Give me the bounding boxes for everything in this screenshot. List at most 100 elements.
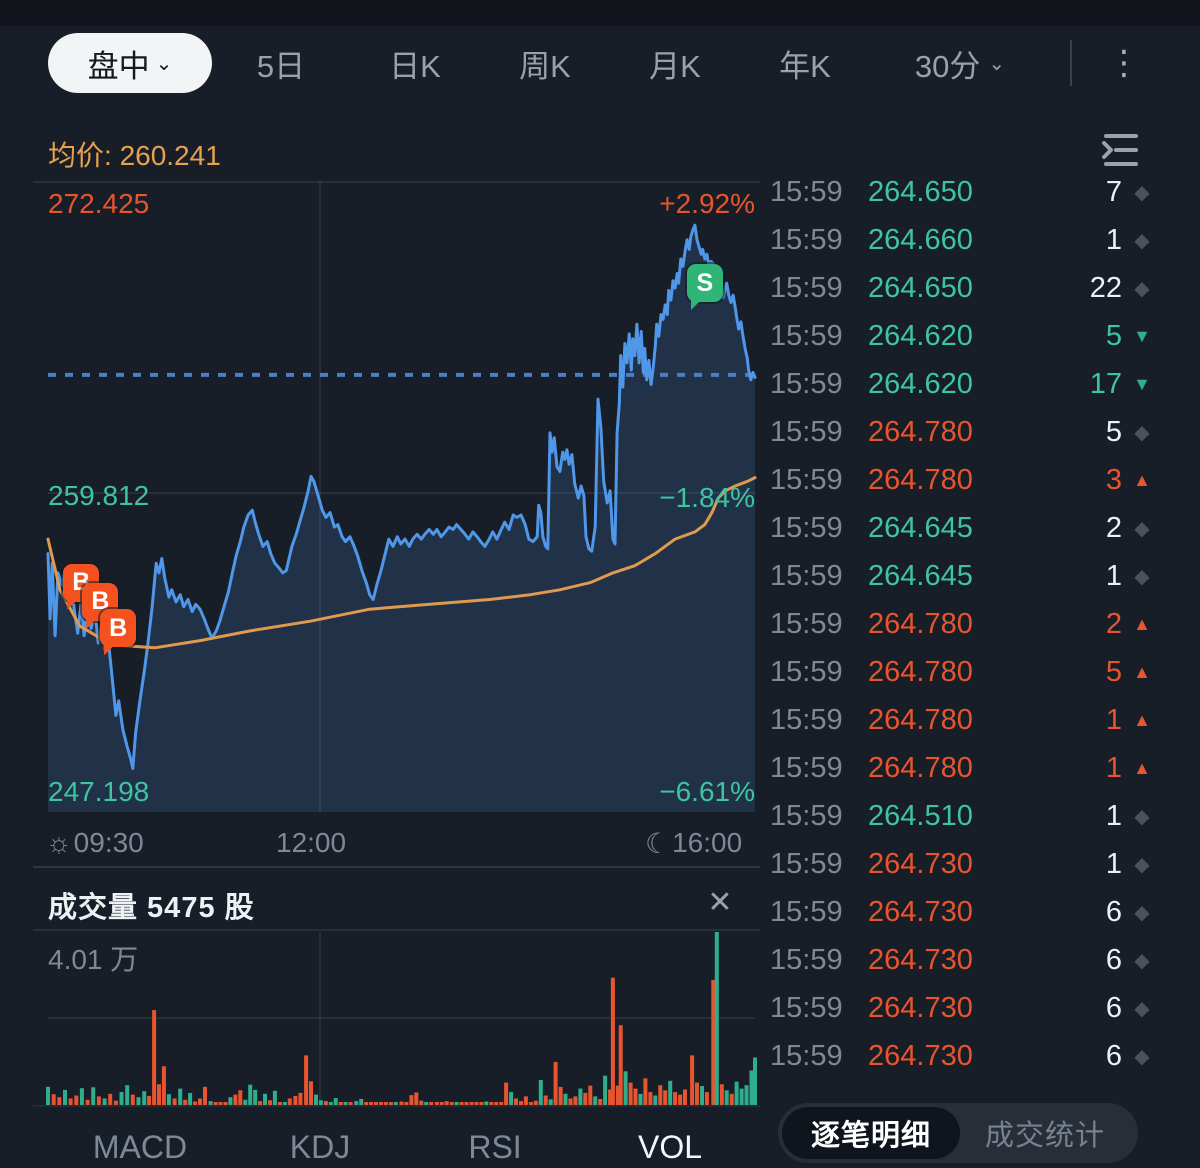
uptick-arrow-icon: ▲ — [1133, 613, 1151, 634]
tick-row: 15:59 264.645 1 ◆ — [765, 552, 1200, 600]
tick-volume: 6 — [1105, 1039, 1122, 1072]
pct-mid-label: −1.84% — [659, 482, 755, 513]
neutral-diamond-icon: ◆ — [1134, 997, 1150, 1020]
neutral-diamond-icon: ◆ — [1134, 901, 1150, 924]
tab-monthly-k[interactable]: 月K — [649, 48, 701, 84]
tick-row: 15:59 264.650 22 ◆ — [765, 264, 1200, 312]
tick-volume: 5 — [1105, 655, 1122, 688]
tab-30min[interactable]: 30分 ⌄ — [914, 48, 1006, 84]
tab-kdj[interactable]: KDJ — [289, 1128, 351, 1165]
time-open: ☼ 09:30 — [46, 827, 144, 858]
tick-time: 15:59 — [770, 655, 843, 688]
tick-volume: 1 — [1105, 559, 1122, 592]
tab-trade-stats[interactable]: 成交统计 — [984, 1120, 1105, 1152]
sun-icon: ☼ — [46, 827, 72, 858]
price-high-label: 272.425 — [48, 188, 150, 219]
tick-time: 15:59 — [770, 223, 843, 256]
tick-volume: 22 — [1089, 271, 1122, 304]
sell-marker-badge[interactable]: S — [686, 264, 723, 303]
tab-macd[interactable]: MACD — [92, 1128, 188, 1165]
tab-rsi[interactable]: RSI — [468, 1128, 522, 1165]
tick-time: 15:59 — [770, 943, 843, 976]
tick-volume: 17 — [1089, 367, 1122, 400]
price-low-label: 247.198 — [48, 776, 150, 807]
tick-volume: 1 — [1105, 751, 1122, 784]
tick-price: 264.645 — [868, 559, 973, 592]
tick-price: 264.650 — [868, 271, 973, 304]
tick-volume: 1 — [1105, 799, 1122, 832]
buy-marker-badge[interactable]: B — [100, 609, 137, 648]
tick-price: 264.730 — [868, 1039, 973, 1072]
tick-row: 15:59 264.730 6 ◆ — [765, 888, 1200, 936]
tick-volume: 2 — [1105, 607, 1122, 640]
tick-price: 264.620 — [868, 367, 973, 400]
tick-volume: 5 — [1105, 415, 1122, 448]
status-bar-strip — [0, 0, 1200, 26]
tick-row: 15:59 264.620 17 ▼ — [765, 360, 1200, 408]
tick-list-settings-icon[interactable] — [1096, 126, 1144, 174]
tick-price: 264.730 — [868, 943, 973, 976]
tick-volume: 5 — [1105, 319, 1122, 352]
tick-price: 264.730 — [868, 991, 973, 1024]
tick-time: 15:59 — [770, 703, 843, 736]
nav-divider — [1070, 40, 1072, 86]
tick-volume: 7 — [1105, 175, 1122, 208]
neutral-diamond-icon: ◆ — [1134, 229, 1150, 252]
uptick-arrow-icon: ▲ — [1133, 757, 1151, 778]
tick-time: 15:59 — [770, 271, 843, 304]
pct-high-label: +2.92% — [659, 188, 755, 219]
neutral-diamond-icon: ◆ — [1134, 517, 1150, 540]
uptick-arrow-icon: ▲ — [1133, 709, 1151, 730]
tab-tick-detail-selected[interactable]: 逐笔明细 — [782, 1107, 960, 1159]
volume-title: 成交量 5475 股 — [48, 892, 255, 924]
tick-time: 15:59 — [770, 799, 843, 832]
neutral-diamond-icon: ◆ — [1134, 277, 1150, 300]
tick-row: 15:59 264.730 6 ◆ — [765, 1032, 1200, 1080]
tick-time: 15:59 — [770, 607, 843, 640]
price-mid-label: 259.812 — [48, 480, 150, 511]
tab-intraday-selected[interactable]: 盘中 ⌄ — [48, 33, 212, 93]
time-mid: 12:00 — [276, 827, 347, 858]
tick-row: 15:59 264.780 3 ▲ — [765, 456, 1200, 504]
tick-volume: 2 — [1105, 511, 1122, 544]
close-icon[interactable]: ✕ — [707, 885, 733, 919]
tick-time: 15:59 — [770, 175, 843, 208]
neutral-diamond-icon: ◆ — [1134, 949, 1150, 972]
moon-icon: ☾ — [645, 827, 671, 859]
tick-price: 264.780 — [868, 703, 973, 736]
tick-price: 264.780 — [868, 607, 973, 640]
tick-row: 15:59 264.780 1 ▲ — [765, 744, 1200, 792]
pct-low-label: −6.61% — [659, 776, 755, 807]
downtick-arrow-icon: ▼ — [1133, 373, 1151, 394]
tick-time: 15:59 — [770, 415, 843, 448]
tick-row: 15:59 264.730 1 ◆ — [765, 840, 1200, 888]
tab-5day[interactable]: 5日 — [256, 48, 306, 84]
tab-vol[interactable]: VOL — [637, 1128, 703, 1165]
tick-volume: 1 — [1105, 703, 1122, 736]
tick-row: 15:59 264.780 5 ◆ — [765, 408, 1200, 456]
tab-yearly-k[interactable]: 年K — [779, 48, 831, 84]
neutral-diamond-icon: ◆ — [1134, 805, 1150, 828]
tick-volume: 6 — [1105, 991, 1122, 1024]
tick-row: 15:59 264.780 2 ▲ — [765, 600, 1200, 648]
tick-row: 15:59 264.645 2 ◆ — [765, 504, 1200, 552]
tab-daily-k[interactable]: 日K — [389, 48, 441, 84]
tick-price: 264.620 — [868, 319, 973, 352]
tick-row: 15:59 264.620 5 ▼ — [765, 312, 1200, 360]
tick-time: 15:59 — [770, 1039, 843, 1072]
tick-price: 264.510 — [868, 799, 973, 832]
tick-time: 15:59 — [770, 463, 843, 496]
chevron-down-icon: ⌄ — [155, 52, 173, 75]
tick-row: 15:59 264.660 1 ◆ — [765, 216, 1200, 264]
tick-price: 264.645 — [868, 511, 973, 544]
tab-weekly-k[interactable]: 周K — [519, 48, 571, 84]
volume-max-label: 4.01 万 — [48, 944, 139, 975]
more-menu-icon[interactable]: ⋮ — [1107, 44, 1141, 82]
tick-row: 15:59 264.650 7 ◆ — [765, 168, 1200, 216]
tick-volume: 6 — [1105, 943, 1122, 976]
tick-time: 15:59 — [770, 367, 843, 400]
tick-price: 264.780 — [868, 463, 973, 496]
neutral-diamond-icon: ◆ — [1134, 853, 1150, 876]
tick-price: 264.660 — [868, 223, 973, 256]
